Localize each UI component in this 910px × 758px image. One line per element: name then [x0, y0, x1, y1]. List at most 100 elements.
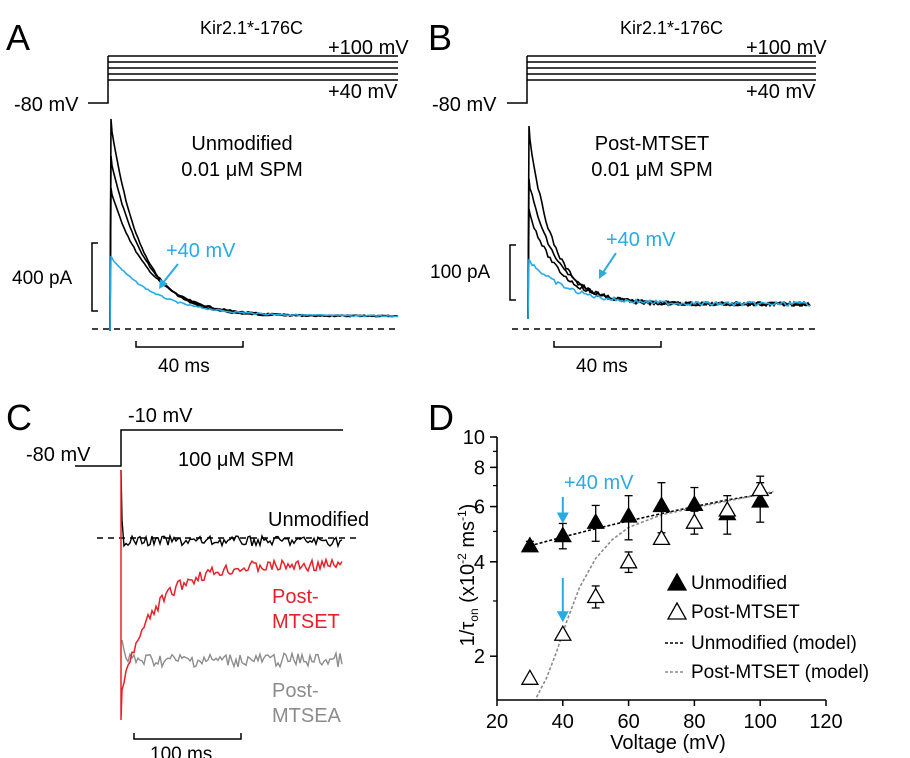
panel-b-v-high-label: +100 mV — [746, 37, 827, 59]
unmodified-point-80 — [685, 495, 704, 511]
post-mtset-point-90 — [718, 500, 737, 517]
panel-b: B Kir2.1*-176C +100 mV +40 mV -80 mV Pos… — [428, 17, 827, 377]
panel-c-unmodified-label: Unmodified — [268, 509, 369, 531]
panel-a-time-scale-label: 40 ms — [158, 356, 210, 377]
y-tick-label-10: 10 — [463, 427, 485, 449]
x-tick-label-60: 60 — [617, 711, 639, 733]
panel-a-voltage-protocol — [88, 55, 398, 104]
panel-a-blue-arrowhead — [159, 279, 168, 289]
unmodified-point-60 — [619, 506, 638, 523]
legend-label-post-mtset-model: Post-MTSET (model) — [691, 662, 869, 683]
panel-c-mtset-label-1: Post- — [272, 586, 319, 608]
panel-c-mtsea-trace — [121, 639, 343, 670]
panel-b-current-scalebar — [509, 244, 516, 301]
legend-label-post-mtset: Post-MTSET — [691, 602, 800, 623]
panel-b-hold-label: -80 mV — [432, 94, 497, 116]
panel-b-voltage-protocol — [507, 55, 816, 104]
panel-b-current-scale-label: 100 pA — [430, 262, 491, 283]
panel-b-v-low-label: +40 mV — [746, 81, 816, 103]
y-tick-label-4: 4 — [474, 552, 485, 574]
x-tick-label-80: 80 — [683, 711, 705, 733]
unmodified-point-50 — [586, 512, 605, 529]
panel-b-condition-line2: 0.01 μM SPM — [591, 159, 713, 181]
post-mtset-point-60 — [619, 552, 638, 569]
post-mtset-point-70 — [652, 529, 671, 546]
panel-a-trace-3 — [109, 255, 399, 332]
panel-c-mtset-trace — [120, 470, 343, 721]
panel-d-blue-arrow-lower-head — [556, 611, 569, 623]
y-axis-label: 1/τon (x10-2 ms-1) — [455, 504, 481, 647]
panel-a-time-scalebar — [135, 341, 244, 348]
panel-c-current-traces — [120, 469, 343, 721]
panel-a-trace-1 — [109, 155, 398, 332]
x-axis-label: Voltage (mV) — [610, 732, 726, 754]
post-mtset-point-100 — [751, 480, 770, 497]
panel-b-trace-1 — [527, 178, 811, 320]
legend-marker-unmodified — [666, 572, 688, 591]
panel-d: D 20 40 60 80 100 120 2 4 6 8 10 1/τon (x10-2 ms-1… — [428, 397, 869, 754]
panel-a-hold-label: -80 mV — [14, 94, 79, 116]
panel-b-time-scalebar — [553, 341, 662, 348]
panel-b-trace-3 — [527, 258, 811, 320]
panel-a-condition-line2: 0.01 μM SPM — [181, 159, 303, 181]
chart-legend: Unmodified Post-MTSET Unmodified (model) Po… — [665, 572, 869, 683]
panel-c: C -10 mV -80 mV 100 μM SPM Unmodified Po… — [6, 397, 369, 758]
post-mtset-point-50 — [586, 587, 605, 604]
panel-b-protocol-step — [507, 56, 528, 104]
unmodified-point-30 — [520, 536, 540, 553]
panel-c-mtsea-label-2: MTSEA — [272, 705, 342, 727]
panel-c-hold-label: -80 mV — [26, 444, 91, 466]
x-tick-label-20: 20 — [486, 711, 508, 733]
panel-b-blue-arrow — [601, 252, 617, 275]
unmodified-point-40 — [553, 526, 572, 543]
legend-label-unmodified: Unmodified — [691, 573, 787, 594]
panel-a-current-traces — [109, 118, 399, 332]
panel-b-condition-line1: Post-MTSET — [595, 133, 709, 155]
y-tick-label-8: 8 — [474, 457, 485, 479]
panel-c-mtsea-label-1: Post- — [272, 680, 319, 702]
panel-a-current-scale-label: 400 pA — [12, 268, 73, 289]
panel-a-v-low-label: +40 mV — [328, 81, 398, 103]
y-tick-label-6: 6 — [474, 497, 485, 519]
panel-a-construct: Kir2.1*-176C — [200, 18, 303, 38]
panel-a-blue-label: +40 mV — [166, 240, 236, 262]
panel-b-blue-label: +40 mV — [606, 229, 676, 251]
x-tick-label-100: 100 — [744, 711, 777, 733]
panel-c-voltage-protocol — [75, 429, 343, 467]
panel-c-time-scale-label: 100 ms — [150, 744, 212, 758]
panel-a: A Kir2.1*-176C +100 mV +40 mV -80 mV Unm… — [6, 17, 409, 377]
panel-a-v-high-label: +100 mV — [328, 37, 409, 59]
panel-c-time-scalebar — [133, 733, 242, 740]
legend-label-unmodified-model: Unmodified (model) — [691, 633, 857, 654]
x-tick-label-40: 40 — [552, 711, 574, 733]
panel-d-blue-arrow-upper-head — [556, 512, 569, 524]
panel-a-label: A — [6, 17, 30, 58]
panel-b-blue-arrowhead — [599, 269, 607, 279]
panel-c-label: C — [6, 397, 32, 438]
panel-d-label: D — [428, 397, 454, 438]
panel-b-current-traces — [527, 125, 811, 320]
panel-a-trace-2 — [109, 187, 399, 332]
y-tick-label-2: 2 — [474, 646, 485, 668]
panel-b-label: B — [428, 17, 452, 58]
panel-b-time-scale-label: 40 ms — [576, 356, 628, 377]
post-mtset-point-30 — [520, 669, 540, 685]
panel-c-mtset-label-2: MTSET — [272, 611, 340, 633]
panel-c-unmodified-trace — [120, 469, 343, 549]
post-mtset-point-80 — [685, 512, 704, 529]
x-tick-label-120: 120 — [809, 711, 842, 733]
panel-a-current-scalebar — [91, 242, 98, 312]
unmodified-point-70 — [652, 496, 671, 513]
panel-d-arrow-label: +40 mV — [564, 472, 634, 494]
panel-d-chart: 20 40 60 80 100 120 2 4 6 8 10 — [463, 427, 843, 733]
panel-a-protocol-step — [88, 56, 109, 104]
panel-c-condition: 100 μM SPM — [178, 449, 294, 471]
panel-a-blue-arrow — [161, 263, 179, 285]
panel-b-construct: Kir2.1*-176C — [620, 18, 723, 38]
panel-a-condition-line1: Unmodified — [191, 133, 292, 155]
model-line-post-mtset-model- — [535, 490, 774, 698]
panel-c-step-label: -10 mV — [128, 405, 193, 427]
legend-marker-post-mtset — [666, 601, 688, 620]
post-mtset-point-40 — [553, 624, 572, 641]
